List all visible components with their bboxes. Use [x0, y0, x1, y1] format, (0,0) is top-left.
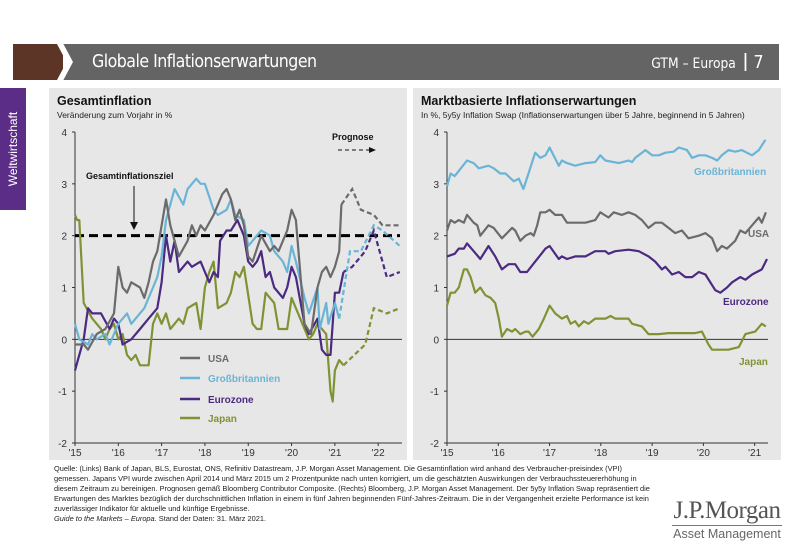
legend-label: Japan [208, 414, 237, 425]
arrow-head-icon [369, 147, 376, 153]
series-line-eurozone [73, 219, 345, 371]
legend-label: Großbritannien [208, 374, 280, 385]
series-label: Großbritannien [694, 167, 766, 178]
right-chart: -2 -1 0 1 2 3 4 '15 '16 '17 '18 '19 '20 '21 Großbritan… [430, 128, 769, 459]
y-tick-label: 3 [61, 180, 67, 191]
x-tick-label: '17 [543, 448, 556, 459]
y-tick-label: 1 [433, 284, 439, 295]
logo-sub: Asset Management [673, 527, 781, 541]
x-tick-label: '15 [440, 448, 453, 459]
series-line-japan [445, 268, 767, 351]
x-tick-label: '19 [646, 448, 659, 459]
series-line-großbritannien [445, 139, 767, 191]
x-tick-label: '22 [372, 448, 385, 459]
page-number: 7 [753, 52, 764, 73]
y-tick-label: -1 [430, 387, 439, 398]
footnote-guide: Guide to the Markets – Europa. [54, 514, 157, 523]
y-tick-label: 2 [61, 232, 67, 243]
x-tick-label: '15 [68, 448, 81, 459]
series-label: Eurozone [723, 297, 769, 308]
y-tick-label: -2 [430, 439, 439, 450]
section-accent [13, 44, 63, 80]
x-tick-label: '18 [594, 448, 607, 459]
deck-label: GTM – Europa [651, 56, 737, 72]
right-chart-subtitle: In %, 5y5y Inflation Swap (Inflationserw… [421, 110, 745, 120]
right-chart-panel: Marktbasierte Inflationserwartungen In %… [413, 88, 781, 460]
forecast-label: Prognose [332, 132, 374, 142]
x-tick-label: '19 [242, 448, 255, 459]
footnote: Quelle: (Links) Bank of Japan, BLS, Euro… [54, 464, 654, 524]
y-tick-label: -2 [58, 439, 67, 450]
series-line-usa [75, 187, 343, 351]
y-tick-label: -1 [58, 387, 67, 398]
y-tick-label: 4 [433, 128, 439, 139]
right-chart-title: Marktbasierte Inflationserwartungen [421, 94, 637, 108]
series-line-eurozone [446, 242, 768, 294]
x-tick-label: '20 [697, 448, 710, 459]
target-label: Gesamtinflationsziel [86, 171, 174, 181]
footnote-text: Quelle: (Links) Bank of Japan, BLS, Euro… [54, 464, 650, 513]
y-tick-label: 0 [61, 335, 67, 346]
series-line-usa [445, 208, 767, 253]
x-tick-label: '18 [198, 448, 211, 459]
y-tick-label: 1 [61, 284, 67, 295]
series-label: USA [748, 229, 769, 240]
header-right: GTM – Europa 7 [652, 52, 764, 73]
footnote-date: Stand der Daten: 31. März 2021. [156, 514, 267, 523]
header-bar [62, 44, 779, 80]
legend-label: USA [208, 354, 229, 365]
forecast-line-eurozone [342, 227, 401, 279]
left-chart-title: Gesamtinflation [57, 94, 152, 108]
x-tick-label: '21 [748, 448, 761, 459]
series-label: Japan [739, 357, 768, 368]
left-chart: -2 -1 0 1 2 3 4 '15 '16 '17 '18 '19 '20 '21 '22 Gesamti… [58, 128, 402, 459]
x-tick-label: '20 [285, 448, 298, 459]
y-tick-label: 0 [433, 335, 439, 346]
forecast-line-japan [342, 306, 401, 367]
forecast-line-usa [340, 186, 400, 227]
x-tick-label: '16 [492, 448, 505, 459]
jpmorgan-logo: J.P.Morgan Asset Management [672, 498, 782, 541]
sidebar-tab: Weltwirtschaft [0, 88, 26, 210]
forecast-line-großbritannien [338, 223, 401, 319]
left-chart-subtitle: Veränderung zum Vorjahr in % [57, 110, 173, 120]
x-tick-label: '16 [112, 448, 125, 459]
y-tick-label: 3 [433, 180, 439, 191]
y-tick-label: 2 [433, 232, 439, 243]
y-tick-label: 4 [61, 128, 67, 139]
divider [745, 53, 747, 71]
arrow-head-icon [130, 222, 138, 230]
logo-name: J.P.Morgan [672, 497, 782, 526]
x-tick-label: '21 [328, 448, 341, 459]
legend-label: Eurozone [208, 395, 254, 406]
x-tick-label: '17 [155, 448, 168, 459]
page-title: Globale Inflationserwartungen [92, 51, 317, 72]
